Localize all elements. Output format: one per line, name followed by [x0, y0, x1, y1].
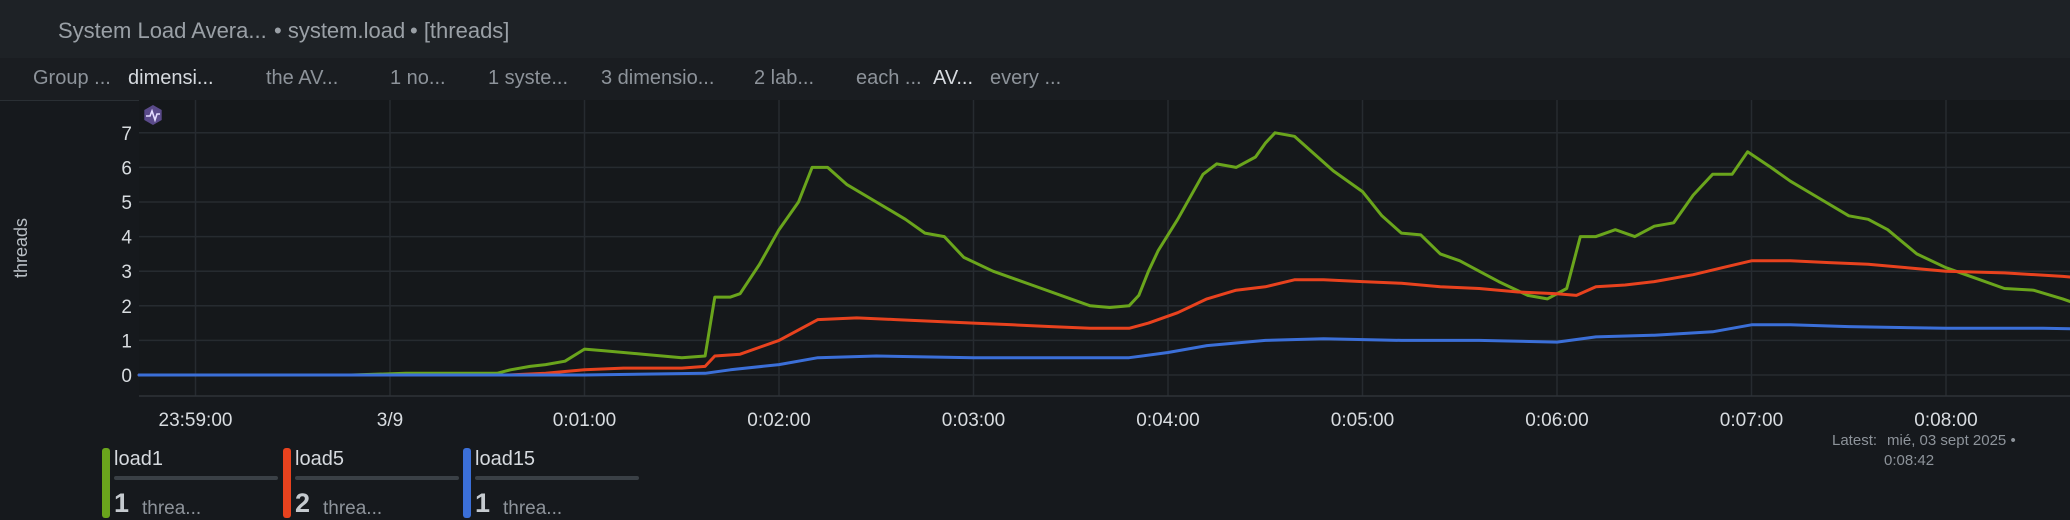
series-line-load1 — [137, 131, 2070, 377]
x-tick-label: 0:05:00 — [1331, 410, 1394, 428]
chart-type-icon[interactable] — [144, 105, 162, 125]
series-line-load15 — [137, 323, 2070, 377]
legend-value: 1 — [114, 488, 130, 518]
legend-item-load1[interactable]: load1 1 threa... — [102, 448, 278, 519]
series-line-load5 — [137, 259, 2070, 377]
y-axis-label: threads — [11, 218, 31, 278]
x-tick-label: 0:01:00 — [553, 410, 616, 428]
latest-timestamp: Latest: mié, 03 sept 2025 • 0:08:42 — [1832, 431, 2062, 471]
time-aggregation-label[interactable]: each ... — [856, 67, 922, 89]
legend-underline — [295, 476, 459, 480]
chart-area[interactable]: 0 1 2 3 4 5 6 7 23:59:00 3/9 0:01:00 0:02:00 0:03:00… — [0, 100, 2070, 431]
y-tick-label: 2 — [121, 297, 132, 318]
chart-title-bar: System Load Avera... • system.load • [th… — [0, 0, 2070, 59]
dimensions-filter[interactable]: 3 dimensio... — [601, 67, 715, 89]
legend-label: load1 — [114, 448, 163, 470]
nodes-filter[interactable]: 1 no... — [390, 67, 446, 89]
legend-underline — [114, 476, 278, 480]
legend-unit: threa... — [503, 498, 563, 519]
legend-underline — [475, 476, 639, 480]
latest-date: mié, 03 sept 2025 • — [1887, 432, 2016, 449]
legend-color-bar — [463, 448, 471, 518]
x-tick-label: 23:59:00 — [159, 410, 233, 428]
group-by-label[interactable]: Group ... — [33, 67, 111, 89]
x-tick-label: 0:06:00 — [1525, 410, 1588, 428]
y-tick-label: 3 — [121, 262, 132, 283]
x-tick-label: 0:04:00 — [1136, 410, 1199, 428]
filter-bar: Group ... dimensi... the AV... 1 no... 1… — [0, 58, 2070, 101]
x-tick-label: 3/9 — [377, 410, 403, 428]
systems-filter[interactable]: 1 syste... — [488, 67, 569, 89]
labels-filter[interactable]: 2 lab... — [754, 67, 815, 89]
line-chart[interactable]: 0 1 2 3 4 5 6 7 23:59:00 3/9 0:01:00 0:02:00 0:03:00… — [0, 100, 2070, 431]
chart-legend: load1 1 threa... load5 2 threa... load15… — [0, 428, 2070, 519]
latest-label: Latest: — [1832, 432, 1878, 449]
y-tick-label: 6 — [121, 158, 132, 179]
y-tick-label: 0 — [121, 366, 132, 387]
group-by-dropdown[interactable]: dimensi... — [128, 67, 214, 89]
y-tick-label: 5 — [121, 193, 132, 214]
legend-color-bar — [102, 448, 110, 518]
chart-context[interactable]: • system.load — [274, 18, 406, 43]
latest-time: 0:08:42 — [1884, 452, 1935, 469]
time-aggregation-dropdown[interactable]: AV... — [933, 67, 974, 89]
aggregate-dropdown[interactable]: the AV... — [266, 67, 339, 89]
x-tick-label: 0:02:00 — [747, 410, 810, 428]
x-tick-label: 0:03:00 — [942, 410, 1005, 428]
chart-units: • [threads] — [410, 18, 510, 43]
x-tick-label: 0:07:00 — [1720, 410, 1783, 428]
legend-color-bar — [283, 448, 291, 518]
legend-unit: threa... — [142, 498, 202, 519]
y-tick-label: 4 — [121, 228, 132, 249]
resolution-dropdown[interactable]: every ... — [990, 67, 1062, 89]
chart-title[interactable]: System Load Avera... — [58, 18, 267, 43]
legend-item-load5[interactable]: load5 2 threa... — [283, 448, 459, 519]
legend-label: load5 — [295, 448, 344, 470]
legend-value: 1 — [475, 488, 491, 518]
legend-unit: threa... — [323, 498, 383, 519]
plot-background — [139, 100, 2070, 396]
y-tick-label: 1 — [121, 331, 132, 352]
legend-label: load15 — [475, 448, 536, 470]
y-tick-label: 7 — [121, 124, 132, 145]
legend-value: 2 — [295, 488, 311, 518]
x-tick-label: 0:08:00 — [1914, 410, 1977, 428]
legend-item-load15[interactable]: load15 1 threa... — [463, 448, 639, 519]
